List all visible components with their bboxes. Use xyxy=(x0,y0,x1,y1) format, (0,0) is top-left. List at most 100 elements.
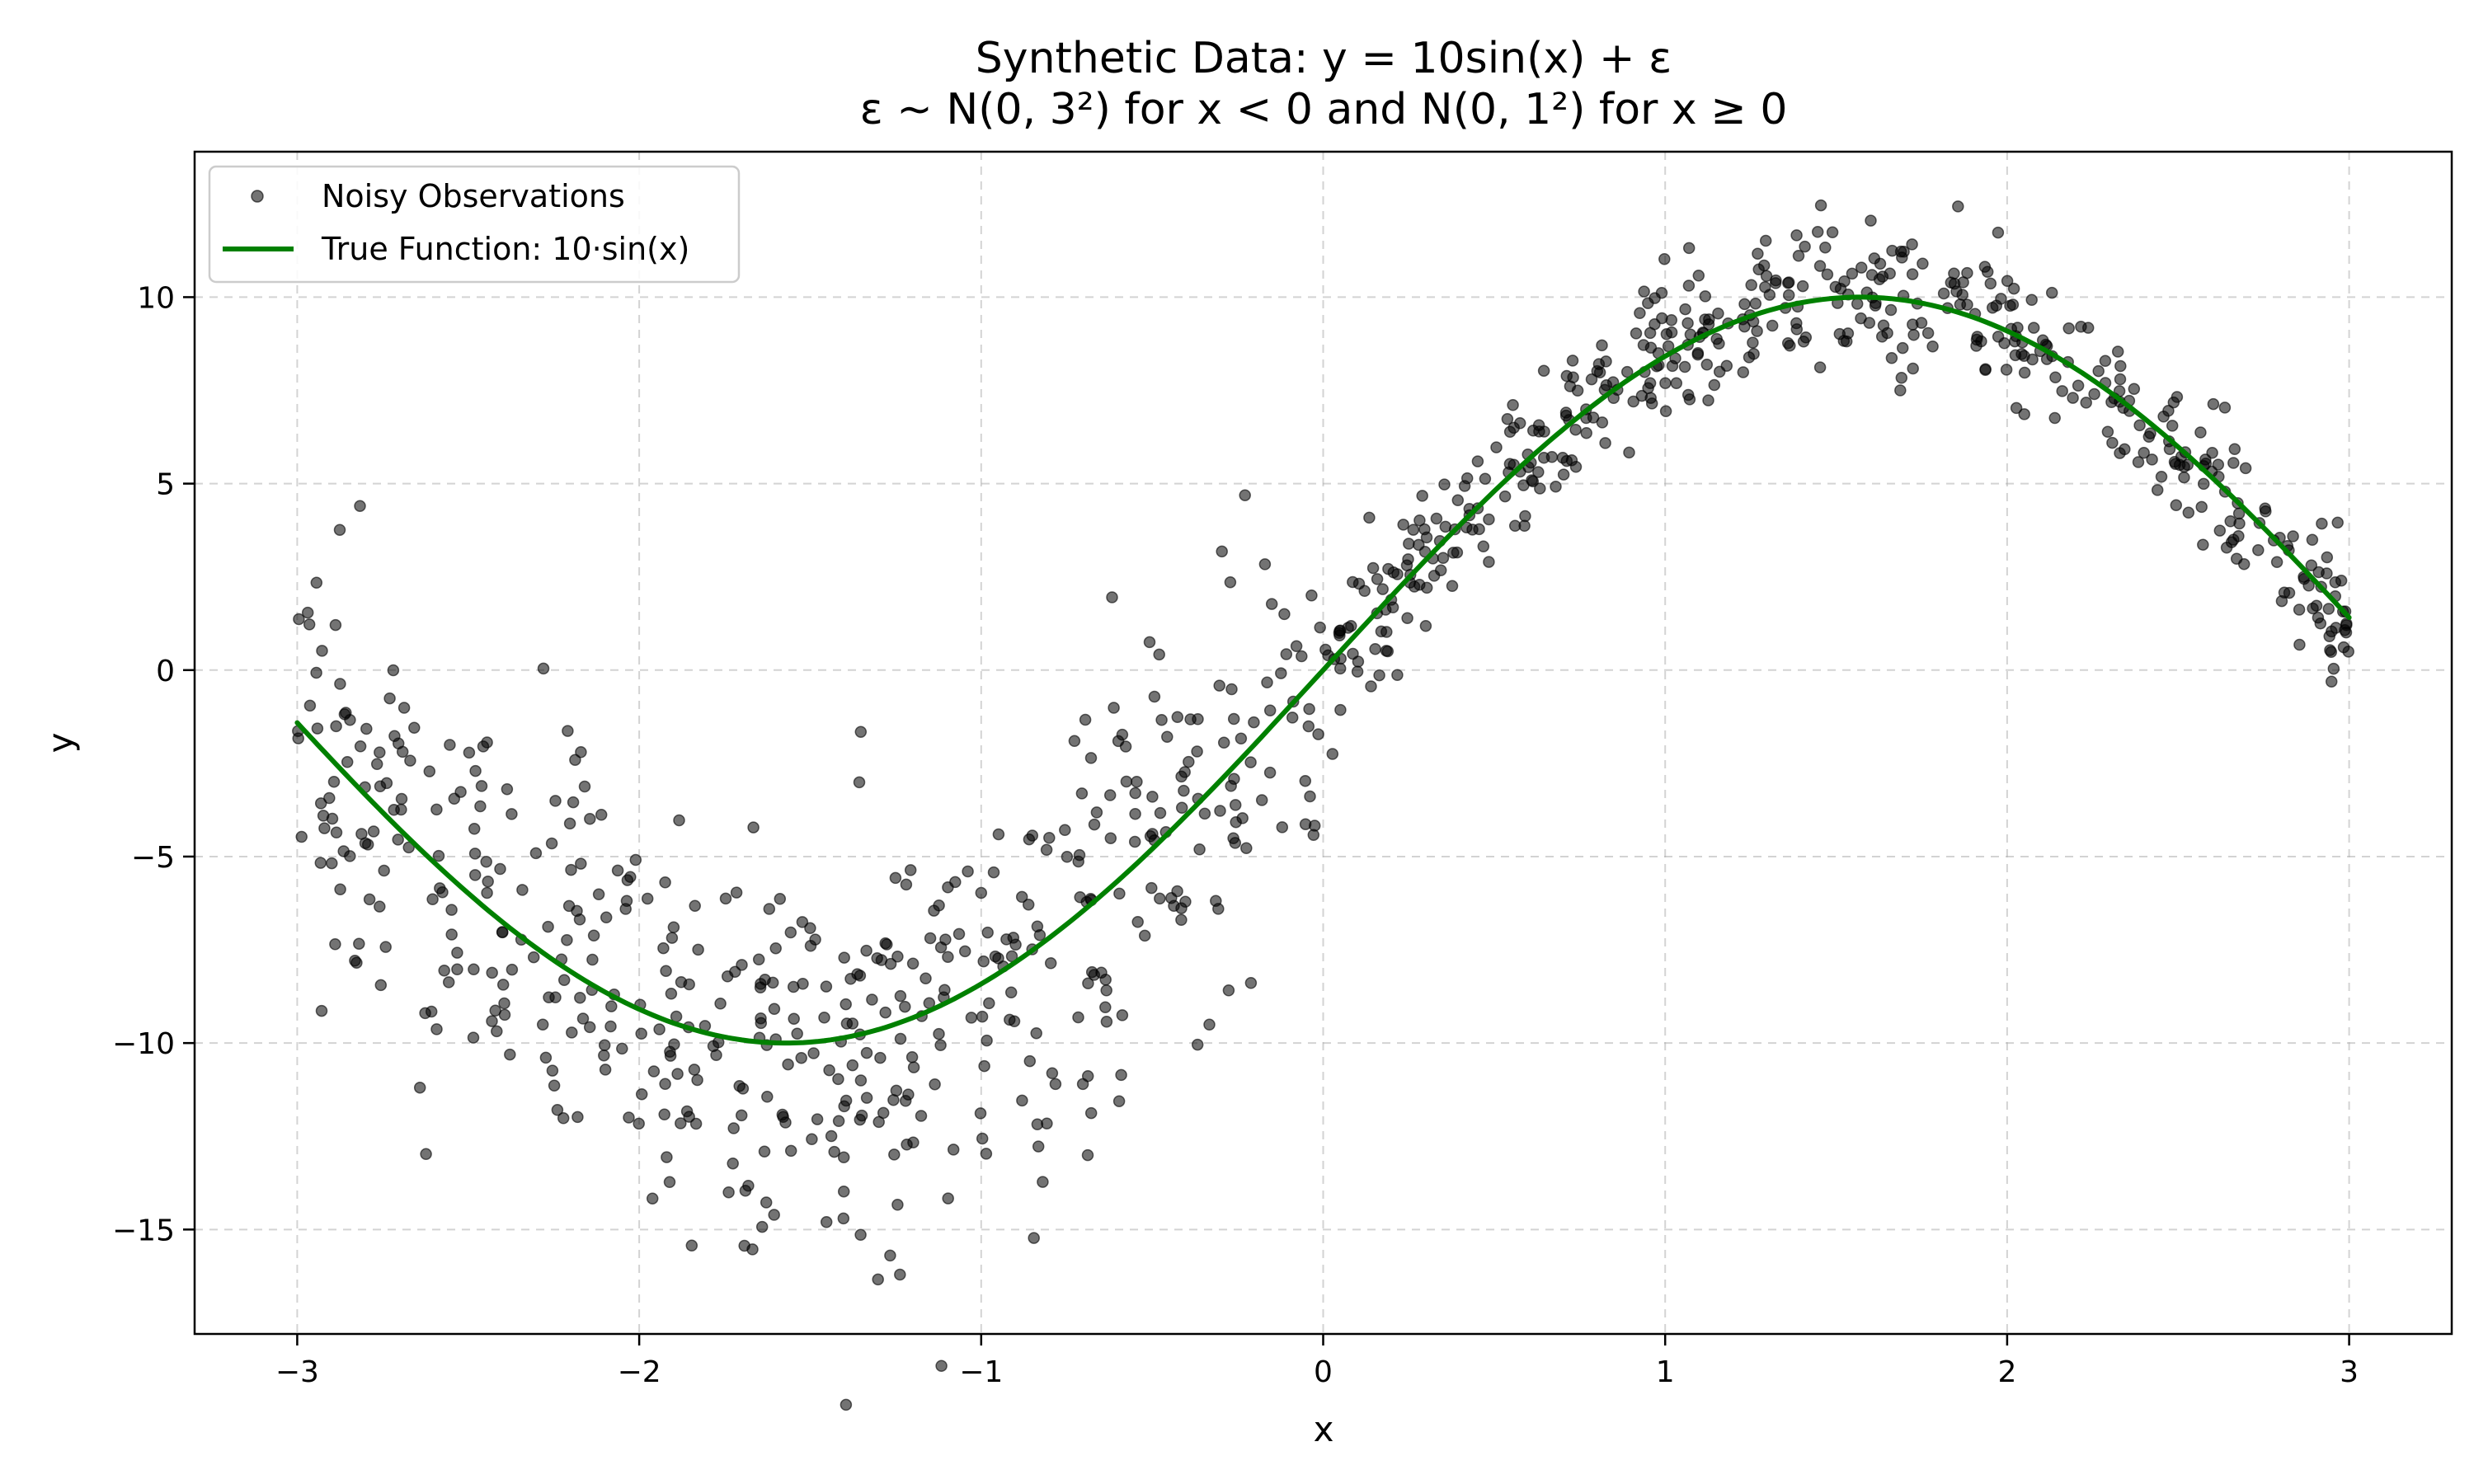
scatter-point xyxy=(907,1061,920,1073)
scatter-point xyxy=(884,957,897,970)
scatter-point xyxy=(1792,250,1805,262)
scatter-point xyxy=(1682,279,1696,292)
scatter-point xyxy=(1210,895,1222,907)
scatter-point xyxy=(975,886,988,899)
scatter-point xyxy=(752,953,765,966)
scatter-point xyxy=(1095,966,1108,979)
scatter-point xyxy=(980,1148,993,1160)
scatter-point xyxy=(1004,986,1018,999)
scatter-point xyxy=(2114,373,2127,386)
scatter-point xyxy=(1072,1011,1084,1024)
scatter-point xyxy=(727,1157,739,1170)
scatter-point xyxy=(430,1023,443,1036)
scatter-point xyxy=(1708,378,1721,392)
scatter-point xyxy=(2305,559,2318,571)
scatter-point xyxy=(934,941,948,954)
scatter-point xyxy=(853,776,866,789)
scatter-point xyxy=(2025,294,2038,307)
scatter-point xyxy=(1153,648,1165,661)
scatter-point xyxy=(496,926,509,939)
scatter-point xyxy=(1627,395,1639,408)
scatter-point xyxy=(573,913,586,926)
scatter-point xyxy=(755,1012,767,1025)
scatter-point xyxy=(958,945,971,958)
scatter-point xyxy=(1380,645,1393,657)
scatter-point xyxy=(1347,647,1359,660)
scatter-point xyxy=(1369,642,1381,655)
scatter-point xyxy=(463,746,476,759)
scatter-point xyxy=(1296,650,1308,663)
scatter-point xyxy=(326,857,338,870)
scatter-point xyxy=(2138,446,2150,459)
scatter-point xyxy=(722,1186,735,1199)
scatter-point xyxy=(1665,314,1678,326)
scatter-point xyxy=(1826,226,1839,239)
scatter-point xyxy=(397,702,411,714)
scatter-point xyxy=(1022,898,1035,911)
scatter-point xyxy=(2275,594,2288,608)
scatter-point xyxy=(1175,801,1188,815)
scatter-point xyxy=(671,1068,684,1080)
scatter-point xyxy=(755,978,767,990)
scatter-point xyxy=(575,746,587,758)
scatter-point xyxy=(1700,359,1714,371)
scatter-point xyxy=(735,1109,748,1122)
scatter-point xyxy=(316,645,328,657)
y-tick-label: −5 xyxy=(131,841,175,875)
scatter-point xyxy=(432,849,445,862)
scatter-point xyxy=(928,904,940,917)
scatter-point xyxy=(1532,466,1545,478)
scatter-point xyxy=(1263,704,1277,716)
scatter-point xyxy=(683,1111,695,1123)
scatter-point xyxy=(1040,843,1053,857)
scatter-point xyxy=(1430,512,1443,525)
scatter-point xyxy=(887,1093,900,1106)
scatter-point xyxy=(1437,552,1450,565)
scatter-point xyxy=(1702,318,1715,331)
scatter-point xyxy=(537,662,550,675)
scatter-point xyxy=(1148,690,1161,703)
scatter-point xyxy=(551,1104,564,1116)
scatter-point xyxy=(468,963,480,976)
scatter-point xyxy=(1073,848,1086,862)
scatter-point xyxy=(1391,669,1404,681)
scatter-point xyxy=(2323,630,2335,643)
scatter-point xyxy=(2197,477,2210,491)
scatter-point xyxy=(587,929,600,942)
scatter-point xyxy=(1851,298,1864,310)
scatter-point xyxy=(981,1034,993,1047)
scatter-point xyxy=(1326,748,1339,760)
scatter-point xyxy=(1112,1095,1126,1107)
scatter-point xyxy=(987,866,1000,879)
scatter-point xyxy=(1263,766,1277,779)
scatter-point xyxy=(2045,286,2058,299)
scatter-series xyxy=(292,199,2354,1411)
scatter-point xyxy=(2230,552,2243,565)
scatter-point xyxy=(1630,327,1643,340)
scatter-point xyxy=(719,892,732,905)
scatter-point xyxy=(323,791,336,805)
scatter-point xyxy=(2178,471,2190,484)
scatter-point xyxy=(894,989,907,1003)
scatter-point xyxy=(1402,553,1414,566)
scatter-point xyxy=(1738,298,1751,311)
scatter-point xyxy=(1129,787,1141,800)
scatter-point xyxy=(1244,756,1257,768)
scatter-point xyxy=(1483,556,1495,568)
scatter-point xyxy=(1131,775,1143,788)
scatter-point xyxy=(1557,468,1570,481)
scatter-point xyxy=(2207,397,2220,411)
scatter-point xyxy=(549,991,562,1003)
scatter-point xyxy=(837,1212,850,1225)
scatter-point xyxy=(1745,279,1757,291)
scatter-point xyxy=(1534,482,1546,495)
scatter-point xyxy=(1248,716,1260,729)
scatter-point xyxy=(2322,603,2335,615)
scatter-point xyxy=(2049,371,2062,383)
scatter-point xyxy=(592,888,605,901)
scatter-point xyxy=(710,1049,722,1061)
scatter-point xyxy=(506,808,518,820)
scatter-point xyxy=(561,933,573,946)
scatter-point xyxy=(894,1268,906,1281)
scatter-point xyxy=(2067,392,2079,404)
